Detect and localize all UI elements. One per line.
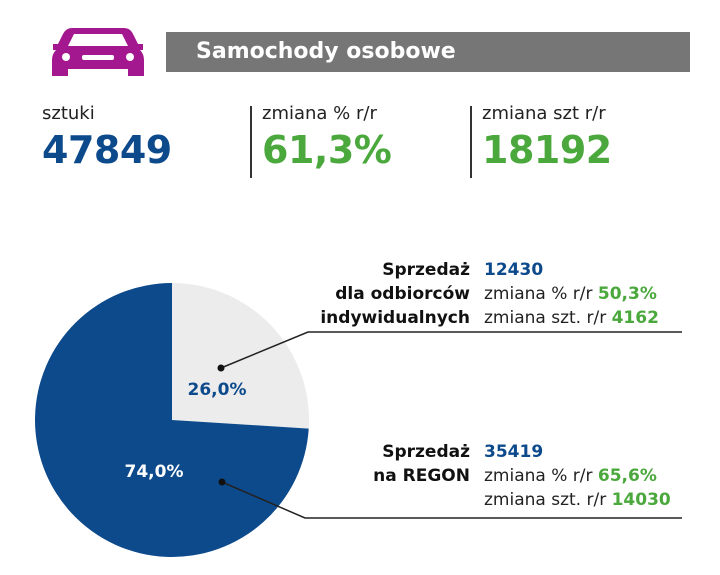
segment-label-individual: Sprzedaż dla odbiorców indywidualnych [320,258,470,330]
pie-slice-0 [172,283,309,429]
title-bar: Samochody osobowe [166,32,690,72]
stat-change-units: zmiana szt r/r 18192 [482,102,612,174]
segment-change-units: zmiana szt. r/r 4162 [484,308,659,328]
segment-label-line: Sprzedaż [382,260,470,280]
segment-change-pct: zmiana % r/r 65,6% [484,466,657,486]
stat-units-value: 47849 [42,128,172,172]
leader-line-0 [220,331,682,369]
segment-label-line: Sprzedaż [382,442,470,462]
segment-label-line: indywidualnych [320,308,470,328]
segment-info-individual: 12430 zmiana % r/r 50,3% zmiana szt. r/r… [484,258,659,330]
stat-change-units-value: 18192 [482,128,612,172]
stat-units: sztuki 47849 [42,102,172,174]
pie-percent-label-1: 74,0% [125,462,184,482]
pie-percent-label-0: 26,0% [188,380,247,400]
pie-slice-1 [34,283,309,558]
stat-change-pct: zmiana % r/r 61,3% [262,102,392,174]
segment-label-line: na REGON [373,466,470,486]
segment-info-regon: 35419 zmiana % r/r 65,6% zmiana szt. r/r… [484,440,671,512]
segment-count: 35419 [484,442,544,462]
leader-dot-0 [217,364,225,372]
stat-units-label: sztuki [42,103,95,124]
divider [250,106,252,178]
leader-dot-1 [218,478,226,486]
segment-change-units: zmiana szt. r/r 14030 [484,490,671,510]
divider [470,106,472,178]
leader-line-1 [221,481,682,519]
segment-label-line: dla odbiorców [335,284,470,304]
stat-change-pct-label: zmiana % r/r [262,103,377,124]
stat-change-units-label: zmiana szt r/r [482,103,606,124]
page-title: Samochody osobowe [196,39,456,64]
segment-label-regon: Sprzedaż na REGON [373,440,470,488]
stat-change-pct-value: 61,3% [262,128,392,172]
car-icon [52,28,144,76]
segment-change-pct: zmiana % r/r 50,3% [484,284,657,304]
segment-count: 12430 [484,260,544,280]
